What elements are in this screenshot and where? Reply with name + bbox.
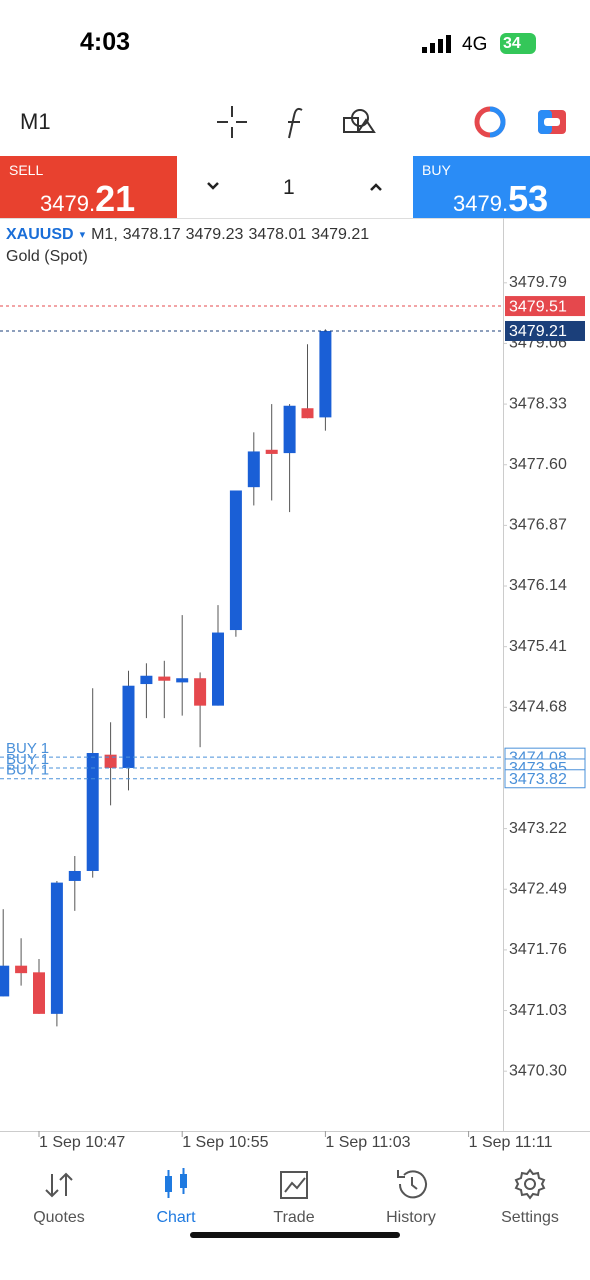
candle-body xyxy=(50,882,63,1014)
settings-gear xyxy=(514,1168,546,1200)
candle-body xyxy=(0,965,10,997)
candle-body xyxy=(283,405,296,454)
crosshair-icon[interactable] xyxy=(217,106,247,138)
order-label: BUY 1 xyxy=(6,740,49,757)
settings-icon xyxy=(524,1178,536,1190)
price-label-box xyxy=(505,296,585,317)
network-label: 4G xyxy=(462,34,488,55)
candle-body xyxy=(319,330,332,418)
decrease-button[interactable] xyxy=(207,182,219,190)
x-tick-label: 1 Sep 11:03 xyxy=(325,1134,410,1151)
buy-price-big: 53 xyxy=(508,178,549,219)
x-tick-label: 1 Sep 10:55 xyxy=(182,1134,268,1151)
y-tick-label: 3475.41 xyxy=(509,638,567,655)
y-tick-label: 3476.87 xyxy=(509,517,567,534)
trade-icon xyxy=(280,1171,308,1199)
candle-body xyxy=(301,408,314,419)
y-tick-label: 3471.76 xyxy=(509,941,567,958)
header-high: 3479.23 xyxy=(186,226,244,243)
candle-body xyxy=(158,676,171,681)
nav-item[interactable]: Settings xyxy=(501,1209,559,1226)
chart-icon xyxy=(165,1168,187,1198)
indicator-icon[interactable] xyxy=(288,107,303,139)
toolbar-icons xyxy=(217,106,566,139)
y-tick-label: 3478.33 xyxy=(509,395,567,412)
candle-body xyxy=(247,451,260,488)
candle-body xyxy=(122,685,135,768)
y-tick-label: 3473.22 xyxy=(509,820,567,837)
y-tick-label: 3477.60 xyxy=(509,456,567,473)
sell-price-prefix: 3479. xyxy=(40,191,96,216)
sell-price-big: 21 xyxy=(95,178,136,219)
price-label: 3479.51 xyxy=(509,298,567,315)
y-tick-label: 3471.03 xyxy=(509,1002,567,1019)
candle-body xyxy=(212,632,224,706)
sell-button[interactable]: SELL 3479.21 xyxy=(0,156,177,220)
buy-price: 3479.53 xyxy=(453,178,548,220)
symbol-description: Gold (Spot) xyxy=(6,248,88,265)
nav-item[interactable]: History xyxy=(386,1209,436,1226)
y-tick-label: 3472.49 xyxy=(509,880,567,897)
candle-body xyxy=(265,449,278,454)
candle-body xyxy=(194,678,207,706)
y-tick-label: 3470.30 xyxy=(509,1062,567,1079)
header-low: 3478.01 xyxy=(248,226,306,243)
order-price-label: 3473.82 xyxy=(509,771,567,788)
header-close: 3479.21 xyxy=(311,226,369,243)
candle-body xyxy=(104,754,117,768)
nav-item[interactable]: Chart xyxy=(156,1209,196,1226)
status-time: 4:03 xyxy=(80,28,131,56)
increase-button[interactable] xyxy=(370,183,382,191)
quotes-icon xyxy=(45,1172,73,1198)
candle-body xyxy=(86,753,99,871)
nav-item[interactable]: Quotes xyxy=(33,1209,85,1226)
candle-body xyxy=(140,675,153,685)
chart-header: XAUUSD ▾ M1, 3478.17 3479.23 3478.01 3479.21 xyxy=(6,226,369,243)
theme-icon[interactable] xyxy=(474,106,506,138)
trade-icon[interactable] xyxy=(538,110,566,134)
candle-body xyxy=(33,972,45,1014)
sell-label: SELL xyxy=(9,162,44,178)
x-tick-label: 1 Sep 10:47 xyxy=(39,1134,125,1151)
order-price-box xyxy=(504,769,586,789)
price-label-box xyxy=(505,320,585,341)
home-indicator xyxy=(190,1232,400,1238)
y-tick-label: 3479.79 xyxy=(509,274,567,291)
order-label: BUY 1 xyxy=(6,751,49,768)
y-tick-label: 3474.68 xyxy=(509,699,567,716)
x-tick-label: 1 Sep 11:11 xyxy=(469,1134,553,1151)
price-label: 3479.21 xyxy=(509,323,567,340)
sell-price: 3479.21 xyxy=(40,178,135,220)
buy-price-prefix: 3479. xyxy=(453,191,509,216)
candle-body xyxy=(68,870,81,881)
objects-icon[interactable] xyxy=(343,109,376,133)
chart: XAUUSD ▾ M1, 3478.17 3479.23 3478.01 3479.21 G… xyxy=(0,218,590,1151)
symbol: XAUUSD xyxy=(6,226,74,243)
quantity[interactable]: 1 xyxy=(283,176,295,199)
battery: 34 xyxy=(500,33,536,54)
candle-body xyxy=(15,965,28,974)
y-tick-label: 3476.14 xyxy=(509,577,567,594)
signal-icon xyxy=(422,35,451,53)
history-icon xyxy=(397,1170,427,1199)
candle-body xyxy=(176,678,189,683)
candle-body xyxy=(229,490,242,631)
header-open: 3478.17 xyxy=(123,226,181,243)
nav-item[interactable]: Trade xyxy=(273,1209,314,1226)
buy-button[interactable]: BUY 3479.53 xyxy=(413,156,590,220)
bottom-nav: Quotes Chart Trade History Settings xyxy=(33,1168,559,1238)
buy-label: BUY xyxy=(422,162,451,178)
quantity-controls xyxy=(207,182,382,191)
header-timeframe: M1, xyxy=(91,226,118,243)
timeframe-button[interactable]: M1 xyxy=(20,109,51,134)
order-label: BUY 1 xyxy=(6,762,49,779)
